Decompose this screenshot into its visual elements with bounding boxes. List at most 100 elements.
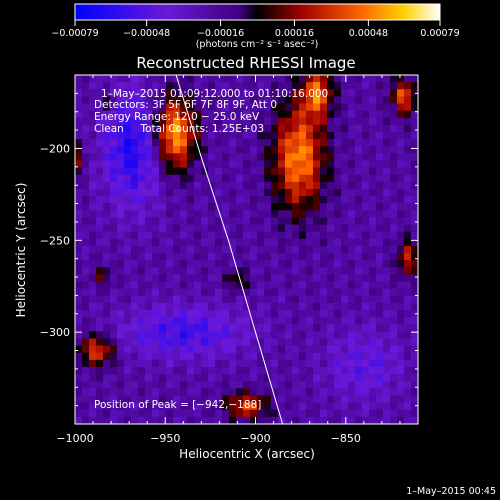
heatmap-cell — [229, 217, 237, 226]
heatmap-cell — [89, 338, 97, 347]
heatmap-cell — [75, 324, 83, 333]
heatmap-cell — [292, 331, 300, 340]
heatmap-cell — [166, 217, 174, 226]
heatmap-cell — [334, 224, 342, 233]
heatmap-cell — [173, 253, 181, 261]
heatmap-cell — [271, 117, 279, 126]
heatmap-cell — [257, 82, 265, 90]
heatmap-cell — [124, 260, 132, 268]
heatmap-cell — [117, 331, 125, 340]
heatmap-cell — [278, 196, 286, 204]
heatmap-cell — [243, 374, 251, 382]
heatmap-cell — [159, 338, 167, 347]
heatmap-cell — [257, 75, 265, 83]
heatmap-cell — [243, 253, 251, 261]
heatmap-cell — [187, 416, 195, 424]
heatmap-cell — [201, 210, 209, 219]
heatmap-cell — [110, 181, 118, 190]
heatmap-cell — [208, 302, 216, 311]
heatmap-cell — [383, 203, 391, 211]
heatmap-cell — [299, 75, 307, 83]
heatmap-cell — [348, 131, 356, 140]
heatmap-cell — [236, 288, 244, 297]
heatmap-cell — [369, 139, 377, 147]
heatmap-cell — [145, 359, 153, 368]
heatmap-cell — [180, 416, 188, 424]
heatmap-cell — [145, 402, 153, 411]
heatmap-cell — [264, 288, 272, 297]
heatmap-cell — [243, 317, 251, 325]
heatmap-cell — [334, 359, 342, 368]
heatmap-cell — [306, 210, 314, 219]
heatmap-cell — [257, 295, 265, 304]
heatmap-cell — [348, 288, 356, 297]
heatmap-cell — [110, 238, 118, 247]
heatmap-cell — [334, 253, 342, 261]
heatmap-cell — [96, 167, 104, 176]
heatmap-cell — [208, 188, 216, 197]
heatmap-cell — [110, 131, 118, 140]
heatmap-cell — [180, 317, 188, 325]
heatmap-cell — [362, 146, 370, 154]
heatmap-cell — [159, 317, 167, 325]
heatmap-cell — [82, 117, 90, 126]
heatmap-cell — [348, 238, 356, 247]
heatmap-cell — [89, 181, 97, 190]
heatmap-cell — [376, 302, 384, 311]
heatmap-cell — [201, 231, 209, 240]
heatmap-cell — [110, 231, 118, 240]
heatmap-cell — [215, 359, 223, 368]
heatmap-cell — [222, 338, 230, 347]
heatmap-cell — [145, 288, 153, 297]
heatmap-cell — [208, 374, 216, 382]
heatmap-cell — [180, 359, 188, 368]
heatmap-cell — [292, 210, 300, 219]
heatmap-cell — [411, 75, 418, 83]
heatmap-cell — [306, 160, 314, 169]
heatmap-cell — [334, 324, 342, 333]
heatmap-cell — [383, 174, 391, 183]
heatmap-cell — [222, 245, 230, 254]
heatmap-cell — [313, 281, 321, 290]
heatmap-cell — [103, 75, 111, 83]
heatmap-cell — [306, 75, 314, 83]
heatmap-cell — [292, 253, 300, 261]
heatmap-cell — [222, 224, 230, 233]
heatmap-cell — [138, 167, 146, 176]
heatmap-cell — [166, 367, 174, 375]
heatmap-cell — [306, 181, 314, 190]
heatmap-cell — [292, 110, 300, 119]
heatmap-cell — [138, 409, 146, 418]
heatmap-cell — [383, 402, 391, 411]
heatmap-cell — [383, 331, 391, 340]
heatmap-cell — [271, 210, 279, 219]
heatmap-cell — [320, 324, 328, 333]
heatmap-cell — [278, 388, 286, 397]
heatmap-cell — [152, 281, 160, 290]
heatmap-cell — [334, 345, 342, 354]
heatmap-cell — [145, 174, 153, 183]
heatmap-cell — [285, 89, 293, 97]
heatmap-cell — [292, 238, 300, 247]
heatmap-cell — [82, 96, 90, 105]
heatmap-cell — [194, 374, 202, 382]
heatmap-cell — [327, 267, 335, 276]
heatmap-cell — [355, 75, 363, 83]
heatmap-cell — [292, 82, 300, 90]
heatmap-cell — [285, 139, 293, 147]
heatmap-cell — [75, 381, 83, 389]
heatmap-cell — [173, 124, 181, 133]
heatmap-cell — [390, 331, 398, 340]
heatmap-cell — [411, 217, 418, 226]
heatmap-cell — [404, 117, 412, 126]
heatmap-cell — [180, 210, 188, 219]
heatmap-cell — [243, 167, 251, 176]
heatmap-cell — [201, 110, 209, 119]
heatmap-cell — [229, 274, 237, 283]
heatmap-cell — [250, 402, 258, 411]
heatmap-cell — [215, 160, 223, 169]
heatmap-cell — [89, 224, 97, 233]
heatmap-cell — [194, 388, 202, 397]
heatmap-cell — [264, 381, 272, 389]
heatmap-cell — [299, 238, 307, 247]
